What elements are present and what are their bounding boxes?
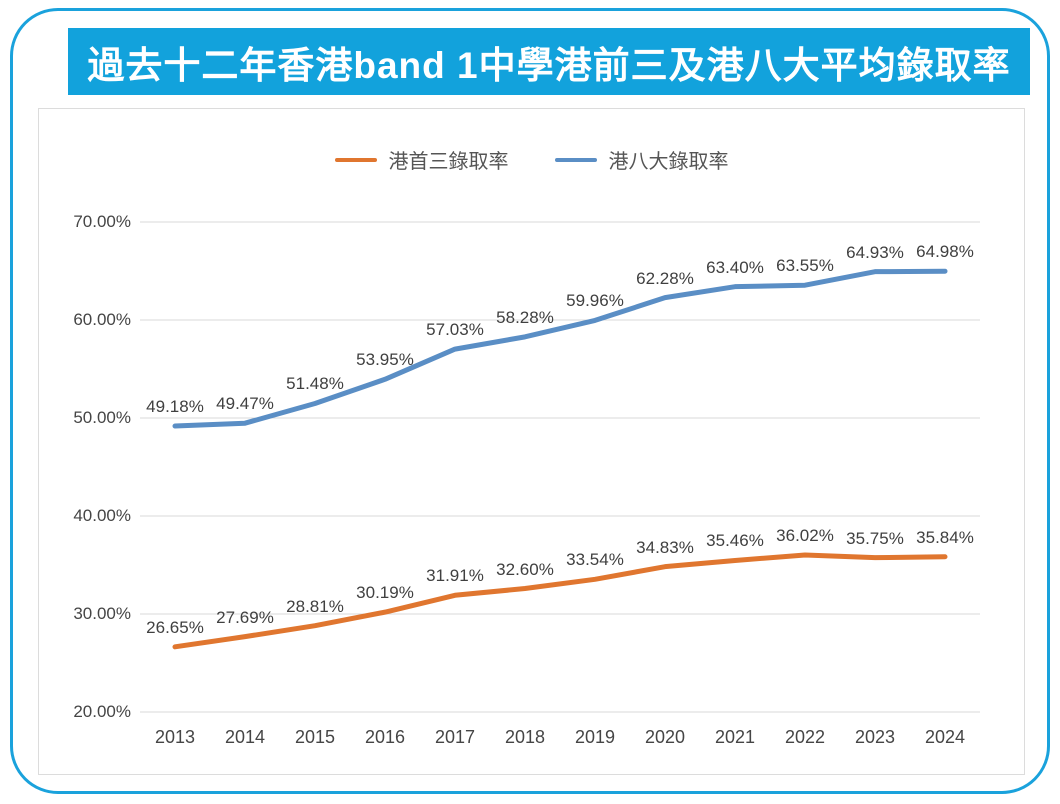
data-point-label: 62.28% bbox=[636, 268, 694, 288]
series-line-1 bbox=[172, 268, 948, 429]
chart-title-banner: 過去十二年香港band 1中學港前三及港八大平均錄取率 bbox=[68, 28, 1030, 95]
x-axis-tick-label: 2024 bbox=[924, 727, 966, 747]
data-point-label: 26.65% bbox=[146, 617, 204, 637]
y-axis-tick-label: 20.00% bbox=[73, 702, 131, 721]
data-point-label: 27.69% bbox=[216, 607, 274, 627]
x-axis-tick-label: 2013 bbox=[154, 727, 196, 747]
x-axis-tick-label: 2014 bbox=[224, 727, 266, 747]
x-axis-tick-label: 2020 bbox=[644, 727, 686, 747]
series-line-0 bbox=[172, 552, 948, 650]
data-point-label: 34.83% bbox=[636, 537, 694, 557]
y-axis-tick-label: 70.00% bbox=[73, 212, 131, 231]
legend-label-top3: 港首三錄取率 bbox=[388, 151, 509, 173]
data-point-label: 28.81% bbox=[286, 596, 344, 616]
chart-area: 20.00% 30.00% 40.00% 50.00% 60.00% 70.00% 2013… bbox=[38, 108, 1025, 775]
plot-canvas bbox=[140, 221, 980, 713]
data-point-label: 58.28% bbox=[496, 307, 554, 327]
x-axis-tick-label: 2022 bbox=[784, 727, 826, 747]
x-axis-tick-label: 2015 bbox=[294, 727, 336, 747]
data-point-label: 49.18% bbox=[146, 397, 204, 417]
data-point-label: 35.46% bbox=[706, 531, 764, 551]
data-point-label: 31.91% bbox=[426, 566, 484, 586]
x-axis-tick-label: 2023 bbox=[854, 727, 896, 747]
legend-label-big8: 港八大錄取率 bbox=[608, 151, 729, 173]
data-point-label: 59.96% bbox=[566, 291, 624, 311]
x-axis-tick-label: 2021 bbox=[714, 727, 756, 747]
rounded-blue-frame bbox=[10, 8, 1050, 794]
data-point-label: 49.47% bbox=[216, 394, 274, 414]
legend-swatch-blue-line bbox=[554, 157, 597, 162]
legend-item-big8: 港八大錄取率 bbox=[554, 145, 729, 174]
data-point-label: 33.54% bbox=[566, 550, 624, 570]
y-axis-tick-label: 60.00% bbox=[73, 310, 131, 329]
x-axis-tick-label: 2018 bbox=[504, 727, 546, 747]
data-point-label: 63.40% bbox=[706, 257, 764, 277]
data-point-label: 53.95% bbox=[356, 350, 414, 370]
data-point-label: 35.84% bbox=[916, 527, 974, 547]
data-point-label: 64.93% bbox=[846, 242, 904, 262]
data-point-label: 57.03% bbox=[426, 320, 484, 340]
y-axis-tick-label: 50.00% bbox=[73, 408, 131, 427]
y-axis-tick-label: 40.00% bbox=[73, 506, 131, 525]
data-point-label: 32.60% bbox=[496, 559, 554, 579]
y-axis-tick-label: 30.00% bbox=[73, 604, 131, 623]
x-axis-tick-label: 2017 bbox=[434, 727, 476, 747]
legend: 港首三錄取率 港八大錄取率 bbox=[39, 145, 1024, 174]
data-point-label: 35.75% bbox=[846, 528, 904, 548]
x-axis-tick-label: 2016 bbox=[364, 727, 406, 747]
data-point-label: 51.48% bbox=[286, 374, 344, 394]
data-point-label: 64.98% bbox=[916, 242, 974, 262]
data-point-label: 36.02% bbox=[776, 526, 834, 545]
data-point-label: 63.55% bbox=[776, 256, 834, 276]
legend-item-top3: 港首三錄取率 bbox=[334, 145, 509, 174]
data-point-label: 30.19% bbox=[356, 583, 414, 603]
x-axis-tick-label: 2019 bbox=[574, 727, 616, 747]
legend-swatch-orange-line bbox=[334, 157, 377, 162]
